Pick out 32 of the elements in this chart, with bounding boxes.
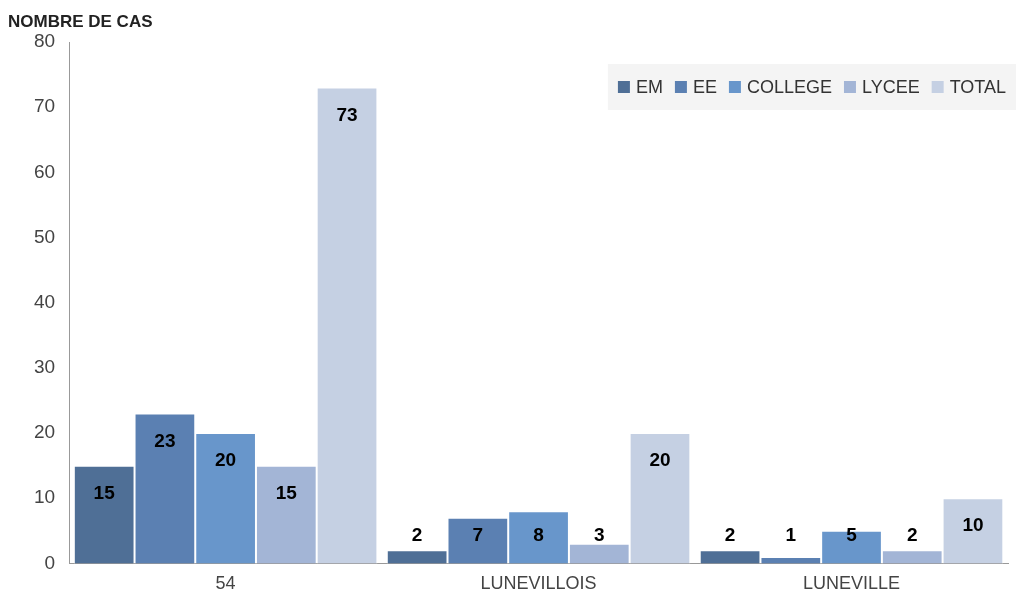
data-label: 3 — [593, 523, 605, 545]
data-label: 23 — [154, 429, 176, 451]
data-label: 7 — [472, 523, 484, 545]
data-label: 8 — [533, 523, 544, 545]
y-tick-label: 80 — [33, 30, 56, 52]
data-label: 2 — [411, 523, 423, 545]
y-tick-label: 0 — [44, 551, 56, 573]
data-label: 73 — [336, 103, 358, 125]
x-tick-label: LUNEVILLE — [802, 573, 901, 594]
y-tick-label: 30 — [33, 356, 56, 378]
data-label: 2 — [724, 523, 736, 545]
x-tick-label: LUNEVILLOIS — [480, 573, 597, 594]
legend-label: EE — [692, 76, 717, 97]
data-label: 20 — [215, 449, 237, 471]
x-tick-label: 54 — [215, 573, 236, 594]
data-label: 10 — [962, 514, 984, 536]
y-tick-label: 10 — [33, 486, 56, 508]
y-tick-label: 60 — [33, 160, 56, 182]
legend-label: COLLEGE — [746, 76, 832, 97]
legend-label: TOTAL — [949, 76, 1007, 97]
data-label: 15 — [275, 481, 298, 503]
legend-label: EM — [635, 76, 663, 97]
y-tick-label: 40 — [33, 290, 56, 312]
data-label: 2 — [906, 523, 918, 545]
data-label: 1 — [785, 523, 797, 545]
data-label: 20 — [649, 449, 671, 471]
y-tick-label: 50 — [33, 225, 56, 247]
y-tick-label: 20 — [33, 421, 56, 443]
y-axis-title: NOMBRE DE CAS — [8, 11, 153, 31]
y-tick-label: 70 — [33, 95, 56, 117]
legend-label: LYCEE — [861, 76, 920, 97]
data-label: 15 — [93, 481, 116, 503]
